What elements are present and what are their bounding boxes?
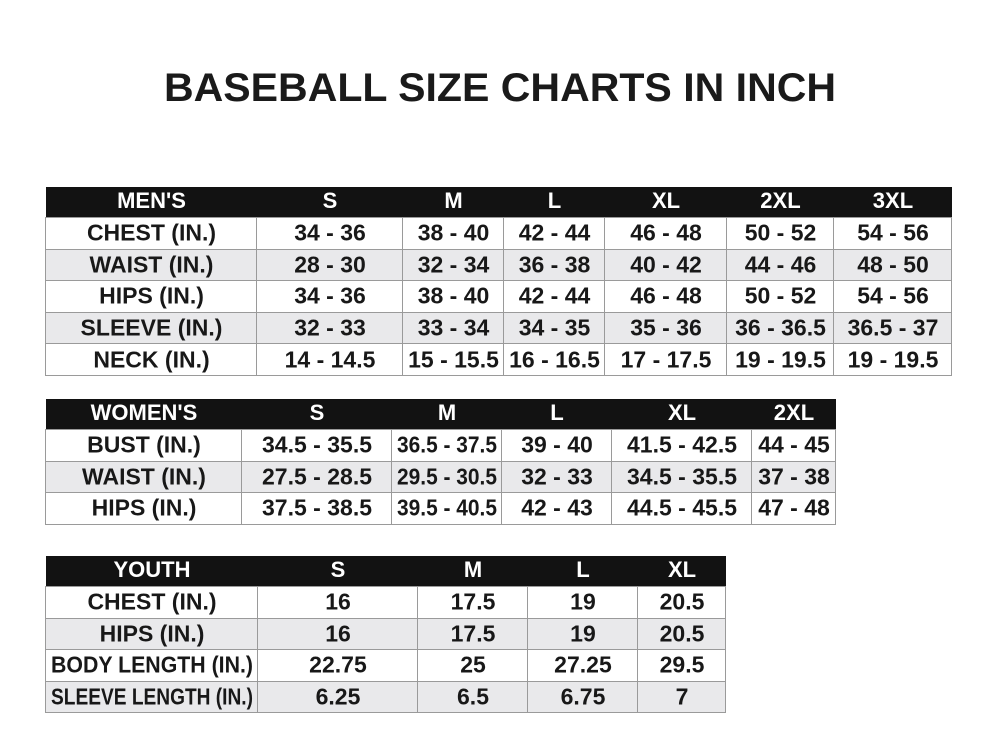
- svg-text:36 - 36.5: 36 - 36.5: [735, 315, 826, 341]
- svg-text:S: S: [330, 557, 345, 582]
- svg-text:44 - 45: 44 - 45: [758, 432, 830, 458]
- svg-text:36.5 - 37: 36.5 - 37: [848, 315, 939, 341]
- svg-text:16: 16: [325, 620, 351, 646]
- svg-text:38 - 40: 38 - 40: [418, 220, 490, 246]
- svg-text:M: M: [437, 400, 455, 425]
- svg-text:50 - 52: 50 - 52: [745, 220, 817, 246]
- svg-text:XL: XL: [651, 188, 679, 213]
- svg-text:S: S: [309, 400, 324, 425]
- svg-text:S: S: [322, 188, 337, 213]
- svg-text:WOMEN'S: WOMEN'S: [90, 400, 197, 425]
- svg-text:16 - 16.5: 16 - 16.5: [509, 346, 600, 372]
- svg-text:WAIST (IN.): WAIST (IN.): [90, 251, 214, 277]
- svg-text:WAIST (IN.): WAIST (IN.): [82, 463, 206, 489]
- svg-text:32 - 34: 32 - 34: [418, 251, 490, 277]
- svg-text:40 - 42: 40 - 42: [630, 251, 702, 277]
- svg-text:7: 7: [676, 684, 689, 710]
- svg-text:25: 25: [460, 652, 486, 678]
- svg-text:SLEEVE LENGTH (IN.): SLEEVE LENGTH (IN.): [51, 684, 253, 710]
- svg-text:41.5 - 42.5: 41.5 - 42.5: [627, 432, 737, 458]
- svg-text:3XL: 3XL: [872, 188, 912, 213]
- svg-text:HIPS (IN.): HIPS (IN.): [92, 495, 197, 521]
- svg-text:6.75: 6.75: [561, 684, 606, 710]
- svg-text:M: M: [444, 188, 462, 213]
- svg-text:34.5 - 35.5: 34.5 - 35.5: [627, 463, 737, 489]
- svg-text:44.5 - 45.5: 44.5 - 45.5: [627, 495, 737, 521]
- svg-text:28 - 30: 28 - 30: [294, 251, 366, 277]
- svg-text:XL: XL: [667, 400, 695, 425]
- svg-text:YOUTH: YOUTH: [113, 557, 190, 582]
- svg-text:NECK (IN.): NECK (IN.): [93, 346, 209, 372]
- svg-text:29.5 - 30.5: 29.5 - 30.5: [397, 463, 497, 489]
- svg-text:BODY LENGTH (IN.): BODY LENGTH (IN.): [51, 652, 253, 678]
- svg-text:L: L: [550, 400, 564, 425]
- svg-text:39 - 40: 39 - 40: [521, 432, 593, 458]
- svg-text:36 - 38: 36 - 38: [519, 251, 591, 277]
- svg-text:39.5 - 40.5: 39.5 - 40.5: [397, 495, 497, 521]
- svg-text:35 - 36: 35 - 36: [630, 315, 702, 341]
- svg-text:14 - 14.5: 14 - 14.5: [285, 346, 376, 372]
- svg-text:42 - 44: 42 - 44: [519, 220, 591, 246]
- svg-text:27.25: 27.25: [554, 652, 612, 678]
- svg-text:HIPS (IN.): HIPS (IN.): [99, 283, 204, 309]
- svg-text:38 - 40: 38 - 40: [418, 283, 490, 309]
- svg-text:L: L: [547, 188, 561, 213]
- svg-text:34 - 35: 34 - 35: [519, 315, 591, 341]
- svg-text:46 - 48: 46 - 48: [630, 220, 702, 246]
- svg-text:XL: XL: [667, 557, 695, 582]
- svg-text:36.5 - 37.5: 36.5 - 37.5: [397, 432, 497, 458]
- svg-text:20.5: 20.5: [660, 589, 705, 615]
- svg-text:CHEST (IN.): CHEST (IN.): [87, 220, 216, 246]
- svg-text:54 - 56: 54 - 56: [857, 220, 929, 246]
- svg-text:16: 16: [325, 589, 351, 615]
- svg-text:47 - 48: 47 - 48: [758, 495, 830, 521]
- svg-text:2XL: 2XL: [760, 188, 800, 213]
- svg-text:2XL: 2XL: [773, 400, 813, 425]
- svg-text:19 - 19.5: 19 - 19.5: [848, 346, 939, 372]
- svg-text:SLEEVE (IN.): SLEEVE (IN.): [81, 315, 223, 341]
- svg-text:34 - 36: 34 - 36: [294, 220, 366, 246]
- svg-text:32 - 33: 32 - 33: [294, 315, 366, 341]
- svg-text:MEN'S: MEN'S: [117, 188, 186, 213]
- svg-text:27.5 - 28.5: 27.5 - 28.5: [262, 463, 372, 489]
- svg-text:22.75: 22.75: [309, 652, 367, 678]
- svg-text:CHEST (IN.): CHEST (IN.): [87, 589, 216, 615]
- svg-text:M: M: [463, 557, 481, 582]
- svg-text:48 - 50: 48 - 50: [857, 251, 929, 277]
- svg-text:6.5: 6.5: [457, 684, 489, 710]
- svg-text:33 - 34: 33 - 34: [418, 315, 490, 341]
- svg-text:32 - 33: 32 - 33: [521, 463, 593, 489]
- svg-text:19: 19: [570, 620, 596, 646]
- svg-text:34.5 - 35.5: 34.5 - 35.5: [262, 432, 372, 458]
- svg-text:BASEBALL SIZE CHARTS IN INCH: BASEBALL SIZE CHARTS IN INCH: [164, 66, 836, 110]
- svg-text:42 - 43: 42 - 43: [521, 495, 593, 521]
- svg-text:15 - 15.5: 15 - 15.5: [408, 346, 499, 372]
- svg-text:42 - 44: 42 - 44: [519, 283, 591, 309]
- svg-text:19: 19: [570, 589, 596, 615]
- svg-text:37.5 - 38.5: 37.5 - 38.5: [262, 495, 372, 521]
- svg-text:37 - 38: 37 - 38: [758, 463, 830, 489]
- svg-text:44 - 46: 44 - 46: [745, 251, 817, 277]
- svg-text:54 - 56: 54 - 56: [857, 283, 929, 309]
- svg-text:17 - 17.5: 17 - 17.5: [621, 346, 712, 372]
- svg-text:BUST (IN.): BUST (IN.): [87, 432, 201, 458]
- svg-text:29.5: 29.5: [660, 652, 705, 678]
- svg-text:HIPS (IN.): HIPS (IN.): [100, 620, 205, 646]
- svg-text:17.5: 17.5: [451, 589, 496, 615]
- svg-text:20.5: 20.5: [660, 620, 705, 646]
- svg-text:46 - 48: 46 - 48: [630, 283, 702, 309]
- svg-text:34 - 36: 34 - 36: [294, 283, 366, 309]
- svg-text:L: L: [576, 557, 590, 582]
- svg-text:6.25: 6.25: [316, 684, 361, 710]
- svg-text:17.5: 17.5: [451, 620, 496, 646]
- svg-text:19 - 19.5: 19 - 19.5: [735, 346, 826, 372]
- svg-text:50 - 52: 50 - 52: [745, 283, 817, 309]
